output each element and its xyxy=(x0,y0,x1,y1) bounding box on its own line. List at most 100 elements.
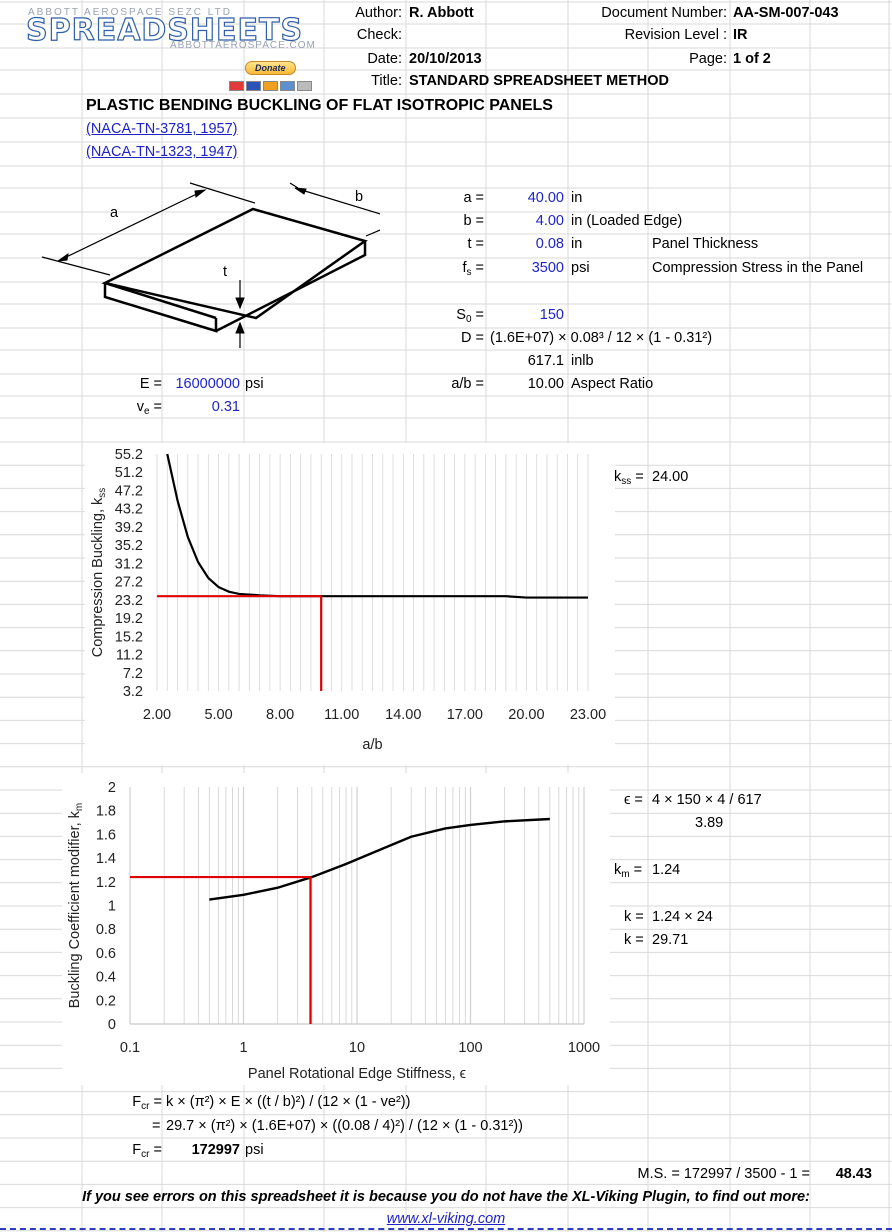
chart-km-y-tick: 0.6 xyxy=(96,946,116,962)
chart-km-y-tick: 0.2 xyxy=(96,993,116,1009)
chart-km-y-tick: 0.4 xyxy=(96,970,116,986)
b-input[interactable]: 4.00 xyxy=(535,213,564,229)
xl-viking-link[interactable]: www.xl-viking.com xyxy=(386,1211,506,1227)
chart-km-x-tick: 10 xyxy=(349,1040,365,1056)
chart-km-y-tick: 1.4 xyxy=(96,851,116,867)
chart-kss-y-tick: 7.2 xyxy=(123,666,143,682)
chart-kss-x-tick: 17.00 xyxy=(447,707,483,723)
ab-description: Aspect Ratio xyxy=(571,376,654,392)
logo-wordmark: SPREADSHEETS xyxy=(25,12,304,48)
chart-kss-x-tick: 11.00 xyxy=(324,707,359,723)
epsilon-formula: 4 × 150 × 4 / 617 xyxy=(652,792,762,808)
t-label: t = xyxy=(467,236,484,252)
ms-value: 48.43 xyxy=(835,1166,872,1182)
chart-kss-y-tick: 35.2 xyxy=(115,538,143,554)
logo-url: ABBOTTAEROSPACE.COM xyxy=(170,40,316,51)
chart-km-y-tick: 2 xyxy=(108,780,116,796)
reference-link-2[interactable]: (NACA-TN-1323, 1947) xyxy=(86,144,238,160)
logo-company: ABBOTT AEROSPACE SEZC LTD xyxy=(28,7,232,18)
document-number-value[interactable]: AA-SM-007-043 xyxy=(733,5,839,21)
donate-button[interactable]: Donate xyxy=(245,61,296,75)
chart-km-y-tick: 0.8 xyxy=(96,922,116,938)
fs-input[interactable]: 3500 xyxy=(531,260,564,276)
a-unit: in xyxy=(571,190,583,206)
k-label-2: k = xyxy=(624,932,644,948)
ve-input[interactable]: 0.31 xyxy=(211,399,240,415)
page-label: Page: xyxy=(689,51,727,67)
fs-unit: psi xyxy=(571,260,590,276)
chart-kss-y-label: Compression Buckling, kss xyxy=(90,488,108,658)
chart-km-x-tick: 100 xyxy=(458,1040,482,1056)
t-unit: in xyxy=(571,236,583,252)
author-label: Author: xyxy=(355,5,402,21)
fcr-label-2: Fcr = xyxy=(132,1142,162,1160)
chart-km-y-tick: 1.8 xyxy=(96,804,116,820)
chart-kss-svg: 55.2 51.2 47.2 43.2 39.2 35.2 31.2 27.2 23.2 19.2… xyxy=(90,447,606,753)
chart-kss-y-tick: 43.2 xyxy=(115,502,143,518)
chart-km-x-tick: 0.1 xyxy=(120,1040,140,1056)
page-value[interactable]: 1 of 2 xyxy=(733,51,771,67)
chart-kss-y-tick: 11.2 xyxy=(116,648,143,664)
chart-km-x-label: Panel Rotational Edge Stiffness, ϵ xyxy=(248,1066,466,1082)
k-formula: 1.24 × 24 xyxy=(652,909,713,925)
fs-description: Compression Stress in the Panel xyxy=(652,260,864,276)
date-value[interactable]: 20/10/2013 xyxy=(409,51,482,67)
reference-link-1[interactable]: (NACA-TN-3781, 1957) xyxy=(86,121,238,137)
revision-value[interactable]: IR xyxy=(733,27,748,43)
sketch-label-a: a xyxy=(110,205,119,221)
chart-km-curve xyxy=(209,817,550,901)
chart-kss-x-tick: 23.00 xyxy=(570,707,606,723)
s0-input[interactable]: 150 xyxy=(539,307,564,323)
k-value: 29.71 xyxy=(652,932,689,948)
title-value[interactable]: STANDARD SPREADSHEET METHOD xyxy=(409,73,669,89)
d-unit: inlb xyxy=(571,353,594,369)
e-input[interactable]: 16000000 xyxy=(175,376,240,392)
plugin-note: If you see errors on this spreadsheet it… xyxy=(82,1189,810,1205)
chart-kss-x-tick: 20.00 xyxy=(508,707,544,723)
check-label: Check: xyxy=(356,27,402,43)
fcr-substituted-formula: 29.7 × (π²) × (1.6E+07) × ((0.08 / 4)²) … xyxy=(166,1118,523,1134)
b-label: b = xyxy=(463,213,484,229)
panel-sketch xyxy=(40,180,419,350)
a-label: a = xyxy=(463,190,484,206)
b-unit: in (Loaded Edge) xyxy=(571,213,683,229)
ab-label: a/b = xyxy=(451,376,484,392)
chart-kss-y-tick: 31.2 xyxy=(115,556,143,572)
chart-kss-y-tick: 39.2 xyxy=(115,520,143,536)
chart-kss-x-tick: 2.00 xyxy=(143,707,171,723)
fcr-equals-2: = xyxy=(152,1118,161,1134)
epsilon-value: 3.89 xyxy=(695,815,724,831)
chart-kss-y-tick: 55.2 xyxy=(115,447,143,463)
epsilon-label: ϵ = xyxy=(624,792,643,808)
a-input[interactable]: 40.00 xyxy=(527,190,564,206)
km-label: km = xyxy=(614,862,643,880)
t-input[interactable]: 0.08 xyxy=(535,236,564,252)
ms-formula: M.S. = 172997 / 3500 - 1 = xyxy=(637,1166,810,1182)
chart-kss-y-tick: 3.2 xyxy=(123,684,143,700)
kss-label: kss = xyxy=(614,469,644,487)
fcr-value: 172997 xyxy=(191,1142,240,1158)
chart-kss-x-tick: 14.00 xyxy=(385,707,421,723)
d-label: D = xyxy=(461,330,484,346)
document-number-label: Document Number: xyxy=(601,5,727,21)
chart-km-y-tick: 1 xyxy=(108,899,116,915)
chart-kss-x-label: a/b xyxy=(362,737,382,753)
revision-label: Revision Level : xyxy=(624,27,727,43)
author-value[interactable]: R. Abbott xyxy=(409,5,474,21)
chart-kss-y-tick: 47.2 xyxy=(115,483,143,499)
s0-label: S0 = xyxy=(456,307,484,325)
panel-sketch-drawing xyxy=(41,182,419,348)
chart-kss-x-tick: 8.00 xyxy=(266,707,294,723)
sketch-label-b: b xyxy=(355,189,364,205)
page-break-line xyxy=(0,1228,892,1230)
payment-cards-icon xyxy=(229,79,314,95)
chart-km: 2 1.8 1.6 1.4 1.2 1 0.8 0.6 0.4 0.2 0 0.1 1 10 100 1000… xyxy=(62,773,610,1085)
e-unit: psi xyxy=(245,376,264,392)
k-label-1: k = xyxy=(624,909,644,925)
chart-kss-y-tick: 15.2 xyxy=(115,629,143,645)
sketch-label-t: t xyxy=(223,264,228,280)
kss-value: 24.00 xyxy=(652,469,689,485)
title-label: Title: xyxy=(371,73,402,89)
ve-label: ve = xyxy=(136,399,162,417)
